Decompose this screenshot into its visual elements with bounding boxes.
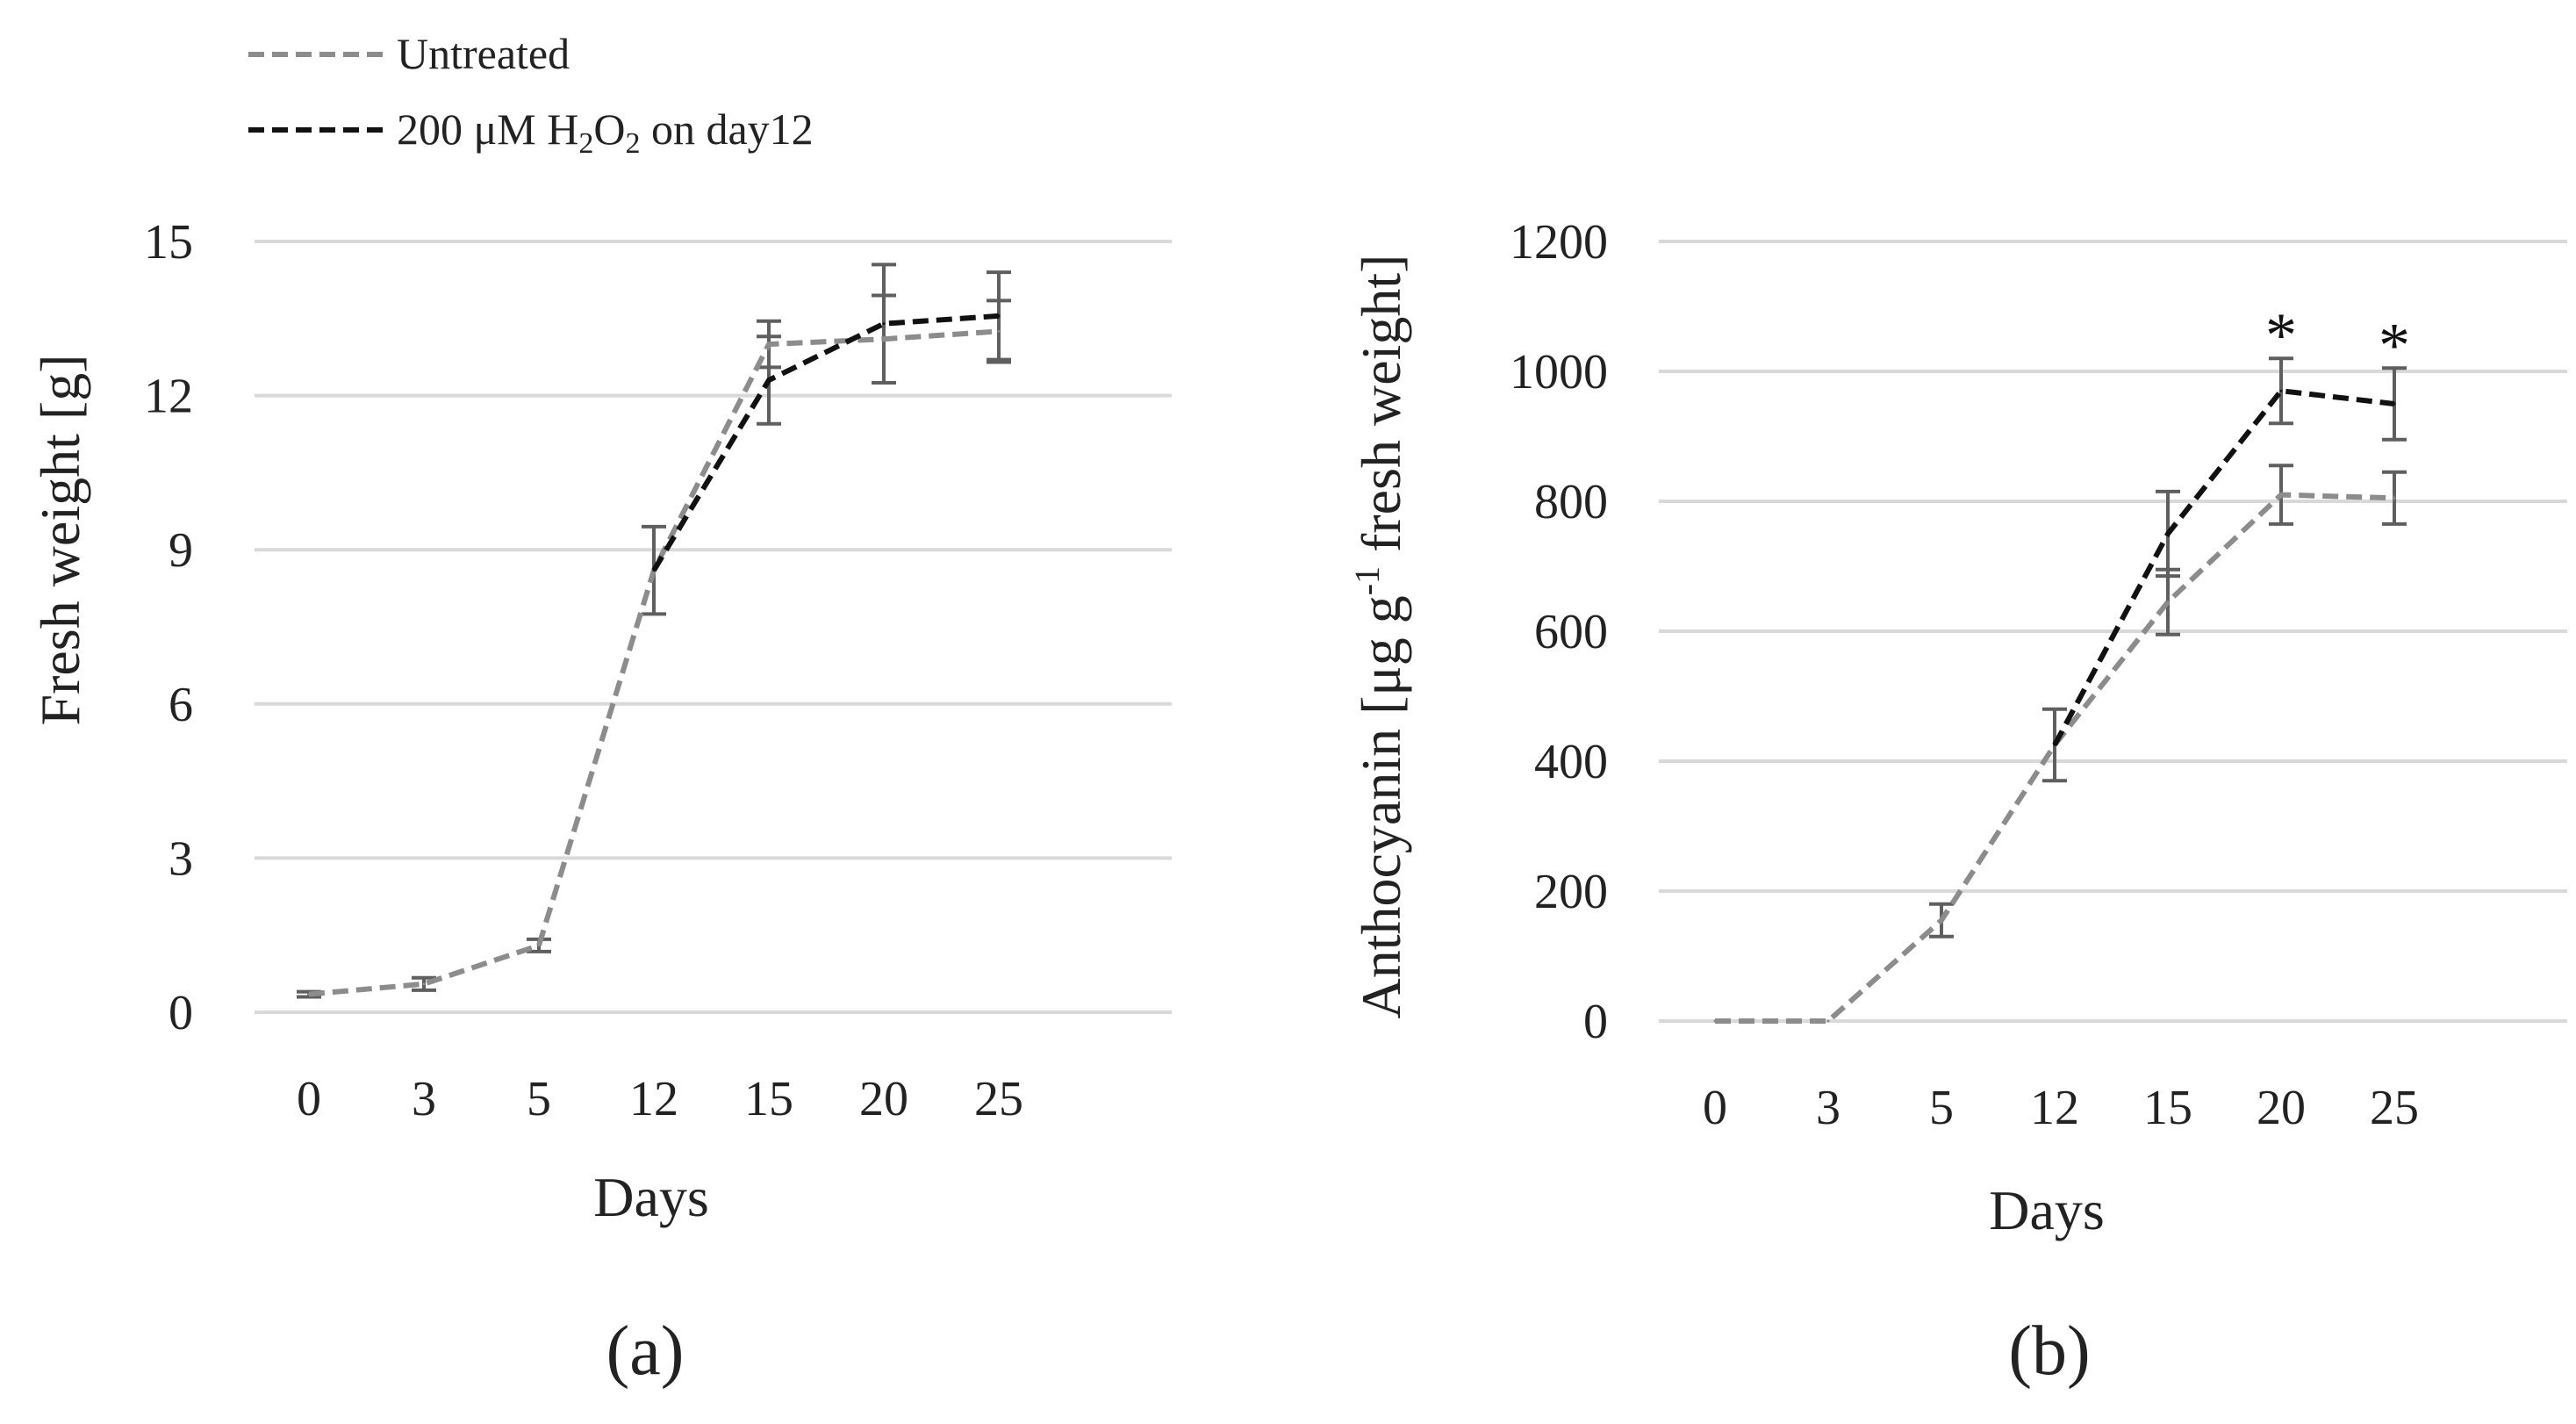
data-point-b-s1-2	[2279, 389, 2283, 392]
data-point-a-s1-0	[652, 569, 656, 572]
x-tick-label-b-5: 20	[2257, 1081, 2306, 1135]
y-tick-label-a-3: 9	[169, 523, 193, 578]
y-tick-label-b-6: 1200	[1510, 215, 1608, 270]
data-point-a-s0-1	[422, 982, 426, 986]
x-tick-label-a-1: 3	[412, 1072, 436, 1126]
data-point-a-s0-4	[767, 342, 771, 346]
data-point-a-s1-3	[997, 314, 1001, 318]
x-tick-label-a-3: 12	[629, 1072, 678, 1126]
x-tick-label-b-3: 12	[2030, 1081, 2079, 1135]
series-line-a-1	[651, 313, 1000, 572]
legend-label-untreated: Untreated	[397, 29, 570, 78]
x-axis-title-b: Days	[1989, 1179, 2105, 1241]
y-axis-title-b: Anthocyanin [μg g-1 fresh weight]	[1347, 255, 1412, 1019]
y-tick-label-b-5: 1000	[1510, 345, 1608, 399]
x-tick-label-a-0: 0	[297, 1072, 321, 1126]
series-line-b-1	[2052, 388, 2395, 746]
series-line-a-0	[308, 328, 1000, 997]
data-point-b-s1-3	[2393, 402, 2396, 406]
data-point-b-s0-2	[1940, 918, 1943, 922]
data-point-b-s0-4	[2166, 601, 2170, 604]
data-point-a-s0-0	[307, 993, 311, 996]
x-tick-label-a-5: 20	[859, 1072, 908, 1126]
x-tick-label-a-2: 5	[527, 1072, 551, 1126]
data-point-a-s0-2	[537, 944, 541, 947]
chart-panel-a: 0 3 6 9 12 15 0 3 5 12 15 20 25 Fresh weight [g] Da…	[29, 215, 1172, 1390]
y-tick-label-b-2: 400	[1534, 735, 1608, 789]
data-point-b-s0-6	[2393, 496, 2396, 500]
chart-panel-b: 0 200 400 600 800 1000 1200 0 3 5 12 15 20 25 * * Ant…	[1347, 215, 2567, 1390]
data-point-a-s1-2	[882, 322, 886, 326]
y-tick-label-a-2: 6	[169, 678, 193, 732]
x-axis-title-a: Days	[593, 1166, 709, 1228]
y-tick-label-b-3: 600	[1534, 605, 1608, 659]
data-point-a-s0-5	[882, 337, 886, 341]
x-tick-label-a-4: 15	[744, 1072, 793, 1126]
y-tick-label-a-0: 0	[169, 986, 193, 1040]
data-point-b-s1-1	[2166, 532, 2170, 536]
significance-marker-0: *	[2265, 300, 2297, 370]
data-point-a-s1-1	[767, 378, 771, 382]
legend: Untreated 200 μM H2O2 on day12	[248, 29, 814, 160]
data-point-b-s0-1	[1826, 1019, 1830, 1023]
y-tick-label-b-1: 200	[1534, 865, 1608, 919]
data-point-a-s0-6	[997, 329, 1001, 333]
y-tick-label-a-1: 3	[169, 831, 193, 886]
x-tick-label-a-6: 25	[974, 1072, 1023, 1126]
data-point-b-s0-0	[1713, 1019, 1717, 1023]
panel-label-b: (b)	[2008, 1313, 2090, 1390]
legend-label-treated: 200 μM H2O2 on day12	[397, 104, 814, 160]
x-tick-label-b-1: 3	[1816, 1081, 1841, 1135]
y-tick-label-a-4: 12	[144, 370, 193, 424]
x-tick-label-b-2: 5	[1929, 1081, 1954, 1135]
significance-marker-1: *	[2379, 310, 2410, 380]
y-tick-label-b-4: 800	[1534, 475, 1608, 529]
x-tick-label-b-0: 0	[1703, 1081, 1727, 1135]
x-tick-label-b-4: 15	[2143, 1081, 2192, 1135]
y-tick-label-a-5: 15	[144, 215, 193, 270]
y-tick-label-b-0: 0	[1583, 995, 1608, 1049]
panel-label-a: (a)	[606, 1313, 685, 1390]
data-point-b-s0-5	[2279, 493, 2283, 497]
x-tick-label-b-6: 25	[2370, 1081, 2419, 1135]
y-axis-title-a: Fresh weight [g]	[29, 354, 91, 725]
data-point-b-s1-0	[2053, 744, 2056, 746]
